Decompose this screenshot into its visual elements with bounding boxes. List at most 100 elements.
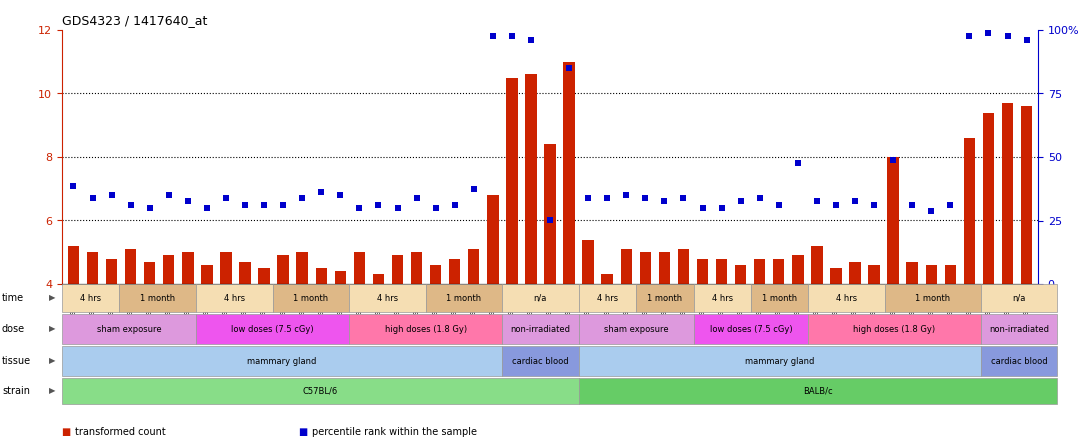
Bar — [430, 265, 441, 284]
Text: 1 month: 1 month — [762, 293, 798, 302]
Bar — [735, 265, 746, 284]
Point — [618, 191, 635, 198]
Text: high doses (1.8 Gy): high doses (1.8 Gy) — [854, 325, 936, 333]
Text: 4 hrs: 4 hrs — [837, 293, 857, 302]
Point — [561, 64, 578, 71]
Text: dose: dose — [2, 324, 25, 334]
Bar — [125, 249, 136, 284]
Point — [942, 201, 959, 208]
Point — [732, 198, 749, 205]
Text: sham exposure: sham exposure — [97, 325, 162, 333]
Bar — [602, 274, 613, 284]
Bar — [564, 62, 575, 284]
Bar — [639, 252, 651, 284]
Text: 4 hrs: 4 hrs — [80, 293, 101, 302]
Bar — [773, 258, 785, 284]
Bar — [678, 249, 689, 284]
Bar — [582, 240, 594, 284]
Text: ■: ■ — [63, 427, 74, 437]
Point — [102, 191, 120, 198]
Point — [427, 204, 444, 211]
Text: 4 hrs: 4 hrs — [711, 293, 733, 302]
Text: 4 hrs: 4 hrs — [377, 293, 398, 302]
Text: BALB/c: BALB/c — [803, 386, 832, 396]
Bar — [468, 249, 480, 284]
Point — [218, 195, 235, 202]
Point — [407, 195, 425, 202]
Point — [980, 30, 997, 37]
Bar — [373, 274, 384, 284]
Bar — [869, 265, 880, 284]
Text: 1 month: 1 month — [446, 293, 482, 302]
Bar — [792, 255, 803, 284]
Text: transformed count: transformed count — [75, 427, 166, 437]
Bar — [277, 255, 289, 284]
Point — [523, 36, 540, 43]
Point — [960, 33, 978, 40]
Point — [866, 201, 883, 208]
Text: low doses (7.5 cGy): low doses (7.5 cGy) — [231, 325, 314, 333]
Bar — [182, 252, 194, 284]
Bar — [659, 252, 671, 284]
Bar — [887, 157, 899, 284]
Text: cardiac blood: cardiac blood — [512, 357, 569, 365]
Bar — [334, 271, 346, 284]
Text: 4 hrs: 4 hrs — [597, 293, 618, 302]
Point — [179, 198, 196, 205]
Point — [332, 191, 349, 198]
Bar — [163, 255, 175, 284]
Point — [598, 195, 616, 202]
Point — [637, 195, 654, 202]
Bar — [507, 78, 517, 284]
Text: 4 hrs: 4 hrs — [223, 293, 245, 302]
Bar — [239, 262, 251, 284]
Bar — [202, 265, 212, 284]
Point — [1018, 36, 1035, 43]
Text: mammary gland: mammary gland — [247, 357, 317, 365]
Point — [751, 195, 769, 202]
Point — [141, 204, 158, 211]
Text: time: time — [2, 293, 24, 303]
Point — [789, 160, 806, 167]
Point — [655, 198, 673, 205]
Point — [503, 33, 521, 40]
Text: ▶: ▶ — [49, 357, 55, 365]
Bar — [144, 262, 155, 284]
Bar — [621, 249, 632, 284]
Point — [885, 157, 902, 164]
Bar — [448, 258, 460, 284]
Point — [827, 201, 844, 208]
Text: GDS4323 / 1417640_at: GDS4323 / 1417640_at — [63, 15, 207, 28]
Text: non-irradiated: non-irradiated — [510, 325, 570, 333]
Bar — [696, 258, 708, 284]
Bar — [411, 252, 423, 284]
Text: 1 month: 1 month — [915, 293, 951, 302]
Point — [236, 201, 253, 208]
Point — [255, 201, 273, 208]
Point — [903, 201, 921, 208]
Bar — [296, 252, 308, 284]
Bar — [983, 112, 994, 284]
Bar — [716, 258, 728, 284]
Text: 1 month: 1 month — [647, 293, 682, 302]
Text: n/a: n/a — [534, 293, 548, 302]
Point — [65, 182, 82, 189]
Point — [846, 198, 863, 205]
Point — [313, 188, 330, 195]
Text: ▶: ▶ — [49, 325, 55, 333]
Text: percentile rank within the sample: percentile rank within the sample — [313, 427, 478, 437]
Point — [675, 195, 692, 202]
Point — [770, 201, 787, 208]
Bar — [944, 265, 956, 284]
Point — [465, 185, 482, 192]
Bar — [220, 252, 232, 284]
Point — [122, 201, 139, 208]
Text: C57BL/6: C57BL/6 — [303, 386, 338, 396]
Point — [198, 204, 216, 211]
Text: tissue: tissue — [2, 356, 31, 366]
Bar — [87, 252, 98, 284]
Text: mammary gland: mammary gland — [745, 357, 814, 365]
Text: cardiac blood: cardiac blood — [991, 357, 1047, 365]
Point — [580, 195, 597, 202]
Text: low doses (7.5 cGy): low doses (7.5 cGy) — [709, 325, 792, 333]
